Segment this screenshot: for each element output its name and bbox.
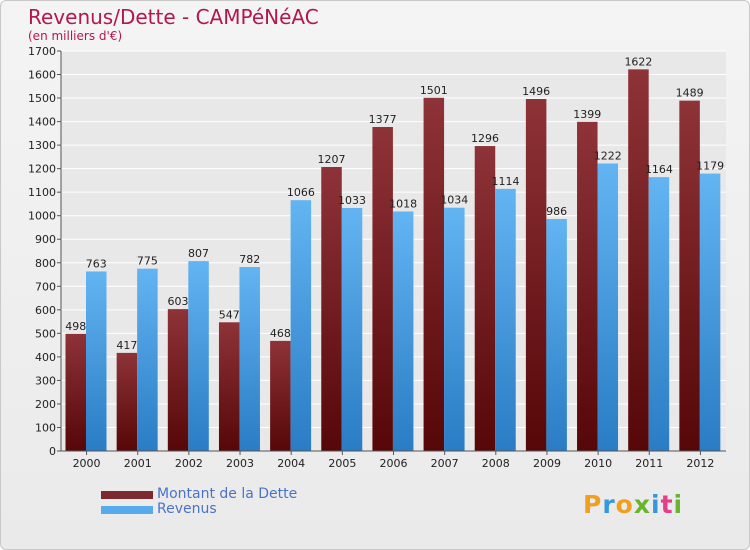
data-label-dette: 1496 bbox=[522, 85, 550, 98]
y-tick-label: 900 bbox=[35, 233, 56, 246]
data-label-dette: 1399 bbox=[573, 108, 601, 121]
chart-title: Revenus/Dette - CAMPéNéAC bbox=[28, 5, 319, 29]
y-tick-label: 400 bbox=[35, 351, 56, 364]
bar-revenus bbox=[86, 271, 107, 451]
data-label-dette: 603 bbox=[168, 295, 189, 308]
data-label-revenus: 1114 bbox=[491, 175, 519, 188]
bar-dette bbox=[372, 127, 393, 451]
bars bbox=[65, 69, 721, 452]
data-label-revenus: 1018 bbox=[389, 197, 417, 210]
x-tick-label: 2002 bbox=[175, 457, 203, 470]
data-label-revenus: 986 bbox=[546, 205, 567, 218]
legend-label-dette: Montant de la Dette bbox=[157, 486, 298, 502]
legend-label-revenus: Revenus bbox=[157, 501, 217, 517]
data-label-revenus: 782 bbox=[239, 253, 260, 266]
y-tick-label: 1100 bbox=[28, 186, 56, 199]
bar-dette bbox=[167, 309, 189, 451]
bar-revenus bbox=[444, 207, 465, 451]
bar-dette bbox=[65, 333, 86, 451]
x-tick-label: 2011 bbox=[635, 457, 663, 470]
y-tick-label: 1500 bbox=[28, 92, 56, 105]
data-label-revenus: 775 bbox=[137, 255, 158, 268]
data-label-dette: 1207 bbox=[318, 153, 346, 166]
y-tick-label: 100 bbox=[35, 421, 56, 434]
data-label-revenus: 1164 bbox=[645, 163, 673, 176]
data-label-dette: 468 bbox=[270, 327, 291, 340]
y-tick-label: 600 bbox=[35, 304, 56, 317]
x-tick-label: 2009 bbox=[533, 457, 561, 470]
bar-dette bbox=[679, 100, 700, 451]
data-labels: 498 763 417 775 603 807 547 782 468 1066 1207 1033 1… bbox=[65, 55, 724, 352]
bar-dette bbox=[474, 146, 496, 451]
bar-revenus bbox=[495, 188, 516, 451]
x-tick-label: 2004 bbox=[277, 457, 305, 470]
chart-subtitle: (en milliers d'€) bbox=[28, 29, 123, 43]
data-label-revenus: 1033 bbox=[338, 194, 366, 207]
data-label-dette: 1501 bbox=[420, 84, 448, 97]
y-tick-label: 300 bbox=[35, 374, 56, 387]
bar-revenus bbox=[188, 261, 209, 451]
bar-revenus bbox=[341, 207, 363, 451]
data-label-dette: 1622 bbox=[624, 55, 652, 68]
data-label-dette: 1489 bbox=[676, 87, 704, 100]
bar-revenus bbox=[546, 219, 567, 451]
y-tick-label: 1200 bbox=[28, 163, 56, 176]
data-label-dette: 1377 bbox=[369, 113, 397, 126]
data-label-dette: 417 bbox=[116, 339, 137, 352]
data-label-revenus: 1179 bbox=[696, 160, 724, 173]
y-tick-label: 1000 bbox=[28, 210, 56, 223]
x-tick-label: 2003 bbox=[226, 457, 254, 470]
data-label-dette: 498 bbox=[65, 320, 86, 333]
y-tick-label: 1700 bbox=[28, 45, 56, 58]
y-tick-label: 1400 bbox=[28, 116, 56, 129]
data-label-revenus: 763 bbox=[86, 257, 107, 270]
bar-dette bbox=[525, 99, 547, 451]
x-tick-label: 2005 bbox=[328, 457, 356, 470]
bar-revenus bbox=[699, 173, 721, 451]
y-tick-label: 0 bbox=[49, 445, 56, 458]
bar-dette bbox=[577, 121, 598, 451]
y-tick-label: 1600 bbox=[28, 69, 56, 82]
x-tick-label: 2010 bbox=[584, 457, 612, 470]
bar-revenus bbox=[239, 267, 260, 451]
x-tick-label: 2001 bbox=[124, 457, 152, 470]
bar-revenus bbox=[137, 268, 158, 451]
bar-revenus bbox=[392, 211, 414, 451]
legend-swatch-dette bbox=[101, 491, 153, 499]
data-label-dette: 1296 bbox=[471, 132, 499, 145]
x-tick-label: 2007 bbox=[431, 457, 459, 470]
proxiti-logo: Proxiti bbox=[583, 490, 684, 519]
y-tick-label: 700 bbox=[35, 280, 56, 293]
bar-dette bbox=[628, 69, 649, 452]
x-tick-label: 2012 bbox=[686, 457, 714, 470]
data-label-dette: 547 bbox=[219, 308, 240, 321]
legend-swatch-revenus bbox=[101, 506, 153, 514]
data-label-revenus: 1034 bbox=[440, 194, 468, 207]
bar-dette bbox=[218, 322, 240, 451]
y-tick-label: 1300 bbox=[28, 139, 56, 152]
bar-dette bbox=[116, 352, 138, 451]
x-tick-label: 2008 bbox=[482, 457, 510, 470]
bar-dette bbox=[321, 167, 342, 451]
data-label-revenus: 1066 bbox=[287, 186, 315, 199]
y-tick-label: 500 bbox=[35, 327, 56, 340]
bar-revenus bbox=[290, 200, 312, 451]
bar-revenus bbox=[648, 177, 670, 451]
bar-dette bbox=[423, 97, 445, 451]
y-tick-label: 200 bbox=[35, 398, 56, 411]
x-tick-label: 2000 bbox=[73, 457, 101, 470]
bar-revenus bbox=[597, 163, 619, 451]
data-label-revenus: 807 bbox=[188, 247, 209, 260]
y-tick-label: 800 bbox=[35, 257, 56, 270]
data-label-revenus: 1222 bbox=[594, 149, 622, 162]
bar-dette bbox=[270, 340, 291, 451]
axes: 0 100 200 300 400 500 600 700 800 900 1000 1100 1200… bbox=[28, 45, 726, 470]
x-tick-label: 2006 bbox=[380, 457, 408, 470]
